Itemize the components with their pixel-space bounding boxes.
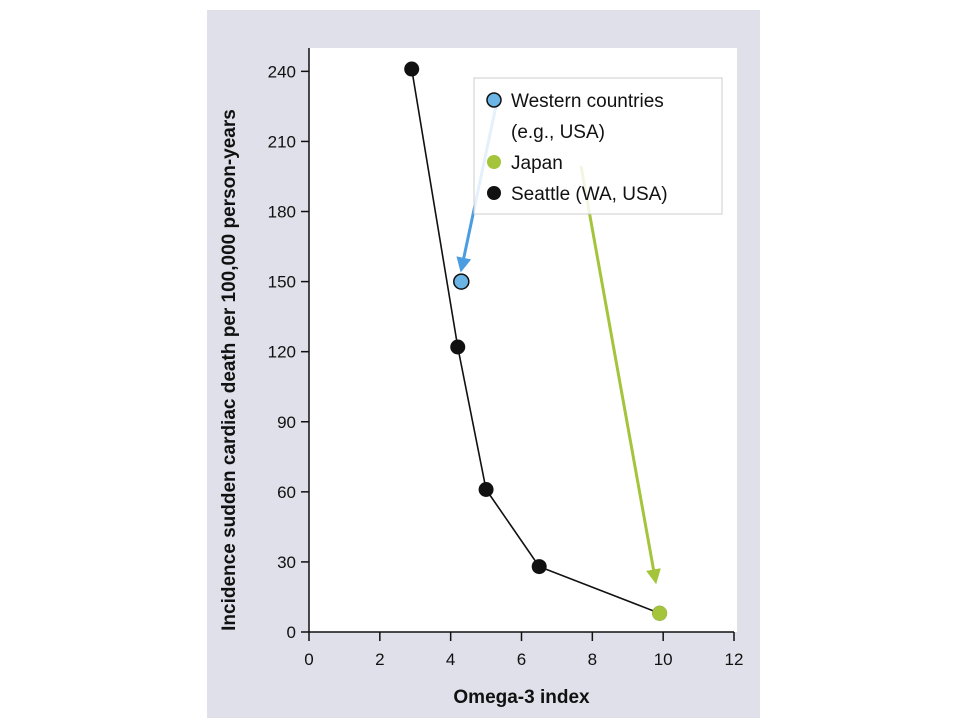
x-tick-label: 12	[725, 650, 744, 669]
legend-marker	[487, 155, 501, 169]
data-point	[450, 339, 466, 355]
y-tick-label: 0	[287, 623, 296, 642]
annotation-arrow	[579, 165, 661, 585]
data-point	[652, 605, 668, 621]
scatter-chart: 0 30 60 90 120 150 180 210 240 0 2 4 6 8 10 12 Western …	[219, 48, 744, 708]
y-tick-label: 90	[277, 413, 296, 432]
x-tick-label: 4	[446, 650, 455, 669]
data-point	[453, 273, 470, 290]
legend-marker	[487, 186, 501, 200]
y-axis-title: Incidence sudden cardiac death per 100,0…	[219, 109, 240, 631]
y-tick-label: 150	[268, 273, 296, 292]
y-tick-label: 120	[268, 343, 296, 362]
y-tick-label: 60	[277, 483, 296, 502]
y-tick-label: 180	[268, 203, 296, 222]
data-point	[478, 482, 494, 498]
axes: 0 30 60 90 120 150 180 210 240 0 2 4 6 8 10 12	[268, 48, 744, 669]
y-tick-label: 30	[277, 553, 296, 572]
legend-label: Japan	[511, 153, 563, 174]
y-tick-label: 210	[268, 132, 296, 151]
x-axis-title: Omega-3 index	[453, 687, 590, 708]
y-tick-label: 240	[268, 62, 296, 81]
x-tick-label: 2	[375, 650, 384, 669]
x-tick-label: 0	[304, 650, 313, 669]
x-tick-label: 10	[654, 650, 673, 669]
x-tick-label: 8	[588, 650, 597, 669]
legend-label: Seattle (WA, USA)	[511, 184, 668, 205]
data-point	[404, 61, 420, 77]
legend-box	[473, 77, 723, 215]
legend: Western countries (e.g., USA) Japan Seattle…	[473, 77, 723, 215]
legend-label: Western countries	[511, 91, 664, 112]
x-tick-label: 6	[517, 650, 526, 669]
legend-label: (e.g., USA)	[511, 122, 605, 143]
legend-marker	[486, 92, 502, 108]
data-point	[531, 559, 547, 575]
data-points	[404, 61, 668, 621]
chart-panel: 0 30 60 90 120 150 180 210 240 0 2 4 6 8 10 12 Western …	[207, 10, 760, 718]
